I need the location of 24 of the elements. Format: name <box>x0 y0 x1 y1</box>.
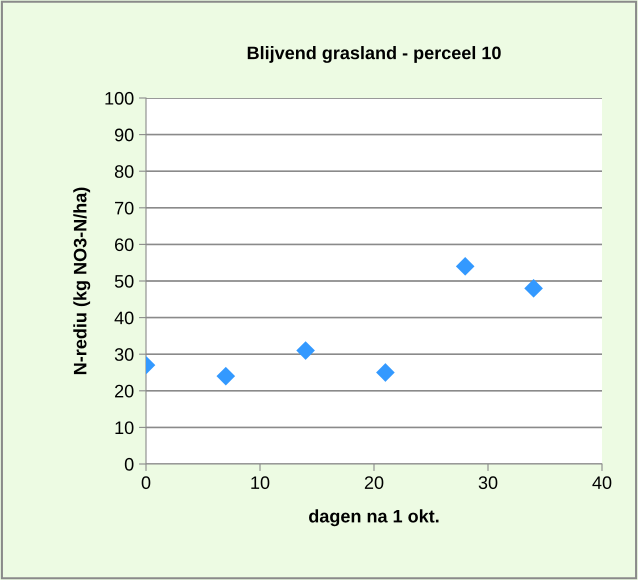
point <box>296 341 315 360</box>
y-tick-label: 100 <box>105 92 134 105</box>
chart-title: Blijvend grasland - perceel 10 <box>248 46 501 63</box>
x-tick-label: 20 <box>364 476 384 490</box>
point <box>456 257 475 276</box>
y-tick-label: 60 <box>115 238 134 252</box>
y-tick-label: 10 <box>115 421 134 434</box>
y-tick-label: 70 <box>115 202 134 215</box>
x-tick-label: 10 <box>251 476 270 490</box>
x-tick-label: 0 <box>142 476 150 490</box>
x-tick-label: 40 <box>592 476 612 490</box>
y-tick-label: 40 <box>114 312 134 324</box>
y-tick-label: 20 <box>115 384 134 398</box>
point <box>376 363 395 382</box>
y-tick-label: 80 <box>114 165 134 178</box>
point <box>216 366 236 386</box>
y-tick-label: 90 <box>114 128 134 142</box>
point <box>524 279 543 298</box>
y-tick-label: 50 <box>114 274 134 288</box>
y-axis-title: N-rediu (kg NO3-N/ha) <box>73 188 90 374</box>
y-tick-label: 0 <box>124 458 134 471</box>
x-tick-label: 30 <box>478 476 498 490</box>
x-axis-title: dagen na 1 okt. <box>309 509 438 526</box>
y-tick-label: 30 <box>114 348 134 361</box>
